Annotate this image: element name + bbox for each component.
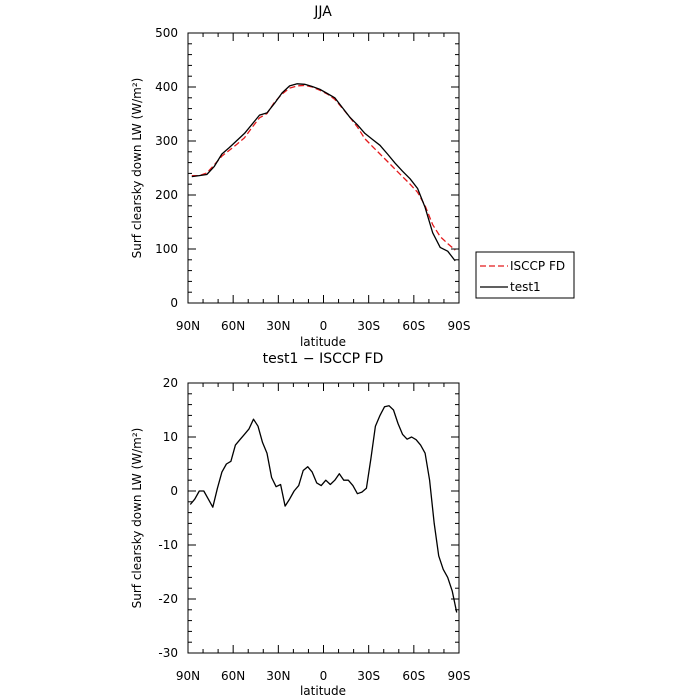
legend: ISCCP FD test1 (475, 251, 575, 299)
bottom-y-tick-label: 20 (163, 376, 178, 390)
bottom-y-tick-label: 0 (170, 484, 178, 498)
top-chart-title: JJA (313, 4, 332, 20)
top-x-tick-label: 30S (357, 319, 380, 333)
top-x-tick-label: 90S (448, 319, 471, 333)
bottom-y-tick-label: 10 (163, 430, 178, 444)
top-y-tick-label: 200 (155, 188, 178, 202)
bottom-x-tick-label: 30S (357, 669, 380, 683)
top-x-tick-label: 60S (402, 319, 425, 333)
top-x-axis-title: latitude (300, 335, 346, 349)
bottom-y-axis-title: Surf clearsky down LW (W/m²) (130, 428, 144, 609)
bottom-x-tick-label: 60S (402, 669, 425, 683)
top-x-tick-label: 30N (266, 319, 290, 333)
top-series-line-isccp-fd (191, 84, 456, 251)
top-y-tick-label: 400 (155, 80, 178, 94)
legend-box (475, 251, 575, 299)
bottom-x-tick-label: 60N (221, 669, 245, 683)
legend-label-isccp: ISCCP FD (510, 259, 565, 273)
top-y-tick-label: 500 (155, 26, 178, 40)
top-x-tick-label: 90N (176, 319, 200, 333)
top-series-line-test1 (191, 83, 456, 262)
bottom-x-tick-label: 90N (176, 669, 200, 683)
bottom-series-line-0 (189, 405, 458, 613)
bottom-chart-title: test1 − ISCCP FD (263, 351, 384, 367)
top-x-tick-label: 60N (221, 319, 245, 333)
top-panel: JJA 90N 60N 30N 0 30S 60S 90S0100200300400500 … (130, 4, 575, 349)
bottom-x-tick-label: 0 (320, 669, 328, 683)
bottom-panel: test1 − ISCCP FD 90N 60N 30N 0 30S 60S 90S -30 -… (130, 351, 470, 698)
bottom-y-tick-label: -30 (158, 646, 178, 660)
bottom-x-tick-label: 30N (266, 669, 290, 683)
top-y-tick-label: 0 (170, 296, 178, 310)
bottom-x-tick-label: 90S (448, 669, 471, 683)
bottom-y-tick-label: -10 (158, 538, 178, 552)
top-x-tick-label: 0 (320, 319, 328, 333)
top-plot-frame (187, 32, 460, 304)
bottom-x-axis-title: latitude (300, 684, 346, 698)
bottom-y-tick-label: -20 (158, 592, 178, 606)
top-y-tick-label: 300 (155, 134, 178, 148)
top-y-axis-title: Surf clearsky down LW (W/m²) (130, 78, 144, 259)
bottom-plot-frame (187, 382, 460, 654)
legend-label-test1: test1 (510, 280, 541, 294)
top-y-tick-label: 100 (155, 242, 178, 256)
